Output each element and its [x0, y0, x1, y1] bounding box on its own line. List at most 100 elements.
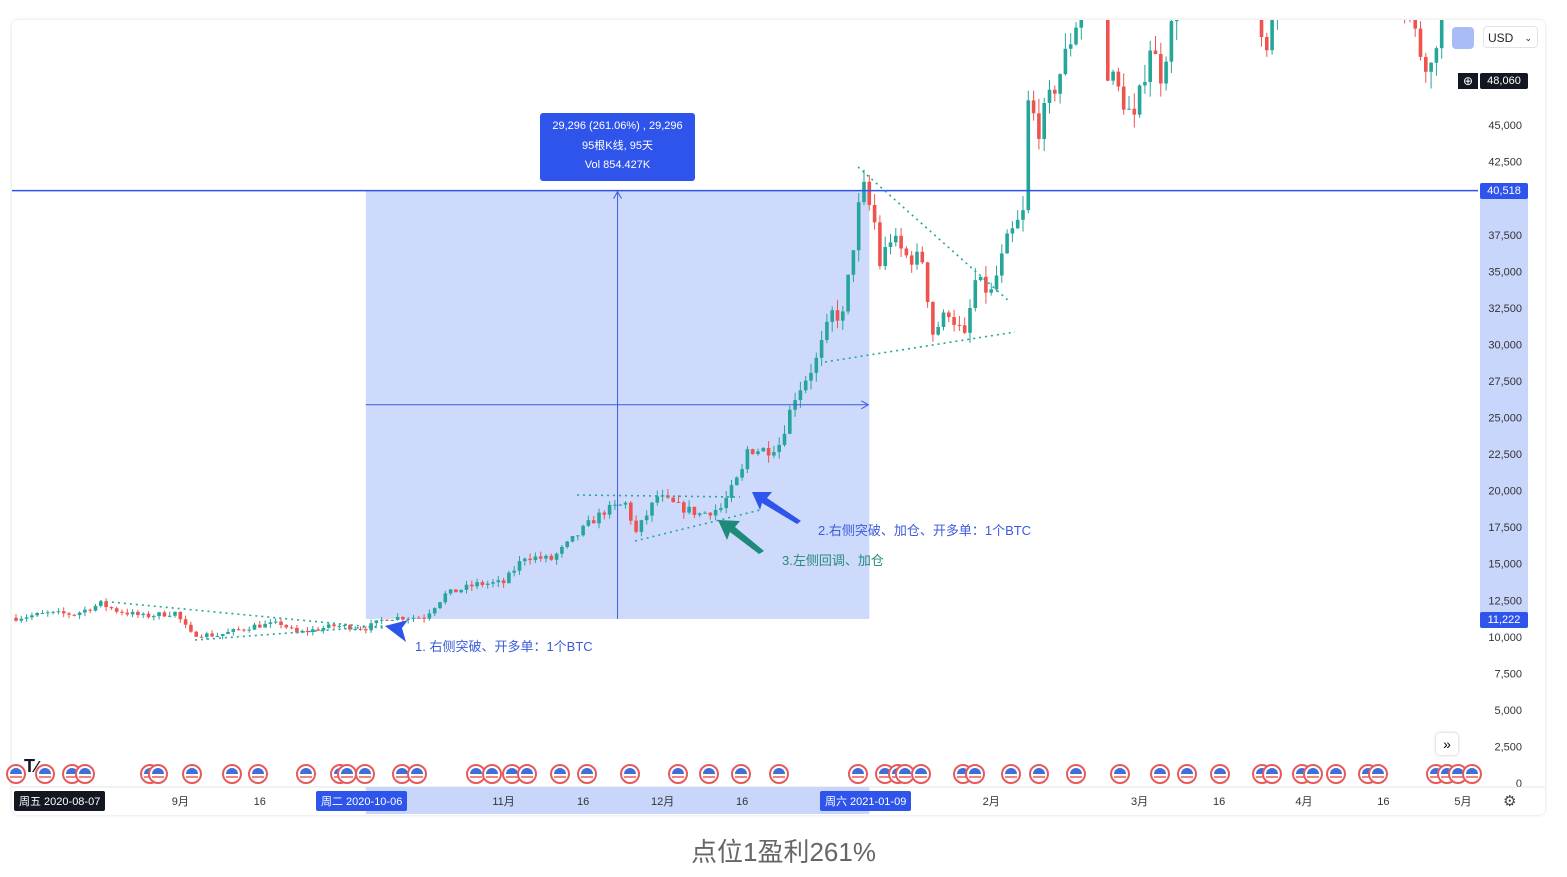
candle [369, 619, 373, 633]
economic-event-flag-icon[interactable] [407, 764, 427, 784]
economic-event-flag-icon[interactable] [1368, 764, 1388, 784]
economic-event-flag-icon[interactable] [1326, 764, 1346, 784]
economic-event-flag-icon[interactable] [911, 764, 931, 784]
time-axis-label: 16 [577, 796, 589, 808]
economic-event-flag-icon[interactable] [1448, 764, 1468, 784]
economic-event-flag-icon[interactable] [148, 764, 168, 784]
candle [167, 611, 172, 618]
candle [358, 626, 363, 631]
economic-event-flag-icon[interactable] [248, 764, 268, 784]
economic-event-flag-icon[interactable] [1303, 764, 1323, 784]
candle [682, 500, 686, 519]
candle [1164, 56, 1168, 91]
economic-event-flag-icon[interactable] [1177, 764, 1197, 784]
candle-body [936, 326, 940, 335]
add-alert-plus-icon[interactable]: ⊕ [1458, 73, 1478, 89]
economic-event-flag-icon[interactable] [668, 764, 688, 784]
economic-event-flag-icon[interactable] [482, 764, 502, 784]
economic-event-flag-icon[interactable] [517, 764, 537, 784]
economic-event-flag-icon[interactable] [35, 764, 55, 784]
economic-event-flag-icon[interactable] [1210, 764, 1230, 784]
candle-body [994, 275, 999, 290]
candle-body [517, 561, 522, 571]
candle-body [883, 247, 887, 267]
candle-body [846, 274, 850, 312]
candle [1249, 0, 1253, 2]
candle-body [279, 621, 283, 626]
economic-event-flag-icon[interactable] [731, 764, 751, 784]
arrow-3-icon [718, 520, 764, 554]
gear-icon[interactable]: ⚙ [1503, 793, 1517, 810]
economic-event-flag-icon[interactable] [182, 764, 202, 784]
candle [1063, 33, 1068, 76]
economic-event-flag-icon[interactable] [1001, 764, 1021, 784]
candle-body [491, 582, 495, 584]
candle [242, 628, 246, 633]
candle-body [93, 605, 98, 611]
candle [729, 479, 734, 503]
candle [676, 495, 681, 503]
economic-event-flag-icon[interactable] [1029, 764, 1049, 784]
economic-event-flag-icon[interactable] [222, 764, 242, 784]
time-axis-label: 16 [1213, 796, 1225, 808]
candle-body [141, 613, 145, 616]
economic-event-flag-icon[interactable] [769, 764, 789, 784]
candle-body [448, 589, 453, 594]
candle-body [311, 629, 315, 633]
candle [1429, 62, 1433, 89]
economic-event-flag-icon[interactable] [1462, 764, 1482, 784]
double-chevron-right-icon[interactable]: » [1436, 733, 1458, 755]
candle [83, 606, 87, 617]
economic-event-flag-icon[interactable] [577, 764, 597, 784]
event-flag-top [1452, 768, 1464, 774]
candle [952, 309, 956, 332]
event-flag-top [1214, 768, 1226, 774]
candle-body [1143, 82, 1147, 86]
candle [46, 610, 50, 617]
candle-body [422, 617, 426, 619]
economic-event-flag-icon[interactable] [6, 764, 26, 784]
candle [183, 615, 188, 629]
economic-event-flag-icon[interactable] [699, 764, 719, 784]
candle-body [501, 580, 506, 584]
candle [507, 570, 511, 584]
candle [104, 598, 108, 612]
event-flag-top [1154, 768, 1166, 774]
candle-body [337, 626, 342, 628]
economic-event-flag-icon[interactable] [1262, 764, 1282, 784]
candle [88, 608, 92, 614]
economic-event-flag-icon[interactable] [1150, 764, 1170, 784]
candle-body [19, 618, 24, 621]
auto-scale-button[interactable] [1452, 27, 1474, 49]
candle-body [1010, 228, 1015, 234]
candle [1445, 0, 1449, 8]
candle-body [841, 311, 845, 321]
economic-event-flag-icon[interactable] [75, 764, 95, 784]
candle-body [72, 614, 77, 616]
candle [1148, 40, 1152, 97]
event-flag-top [899, 768, 911, 774]
economic-event-flag-icon[interactable] [848, 764, 868, 784]
candle [385, 619, 389, 621]
economic-event-flag-icon[interactable] [296, 764, 316, 784]
economic-event-flag-icon[interactable] [337, 764, 357, 784]
economic-event-flag-icon[interactable] [392, 764, 412, 784]
candle-body [454, 589, 458, 593]
economic-event-flag-icon[interactable] [550, 764, 570, 784]
candle [1281, 0, 1285, 1]
economic-event-flag-icon[interactable] [965, 764, 985, 784]
economic-event-flag-icon[interactable] [355, 764, 375, 784]
candle [448, 589, 453, 596]
economic-event-flag-icon[interactable] [1110, 764, 1130, 784]
currency-select[interactable]: USD ⌄ [1483, 26, 1538, 48]
economic-event-flag-icon[interactable] [620, 764, 640, 784]
economic-event-flag-icon[interactable] [895, 764, 915, 784]
economic-event-flag-icon[interactable] [1066, 764, 1086, 784]
candle [586, 515, 591, 527]
price-axis-label: 15,000 [1488, 559, 1522, 571]
candle [867, 174, 872, 211]
candle [427, 609, 432, 621]
candle [422, 614, 426, 623]
candle [205, 631, 209, 640]
